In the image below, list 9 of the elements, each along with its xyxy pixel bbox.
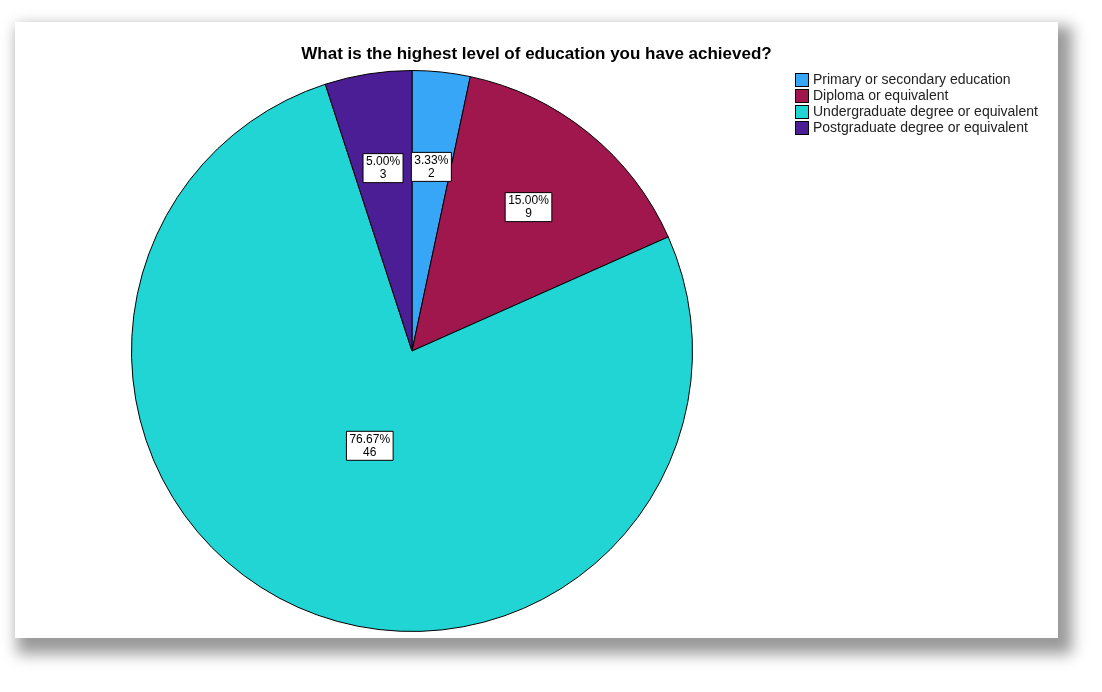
legend-label: Undergraduate degree or equivalent: [813, 103, 1038, 119]
data-label: 15.00% 9: [508, 192, 550, 220]
chart-title: What is the highest level of education you have achieved?: [300, 44, 773, 64]
legend-label: Diploma or equivalent: [813, 87, 950, 103]
data-label: 5.00% 3: [366, 153, 401, 181]
legend-label: Primary or secondary education: [813, 71, 1012, 87]
legend-label: Postgraduate degree or equivalent: [813, 119, 1029, 135]
data-label: 3.33% 2: [414, 152, 449, 180]
data-label: 76.67% 46: [349, 431, 391, 459]
